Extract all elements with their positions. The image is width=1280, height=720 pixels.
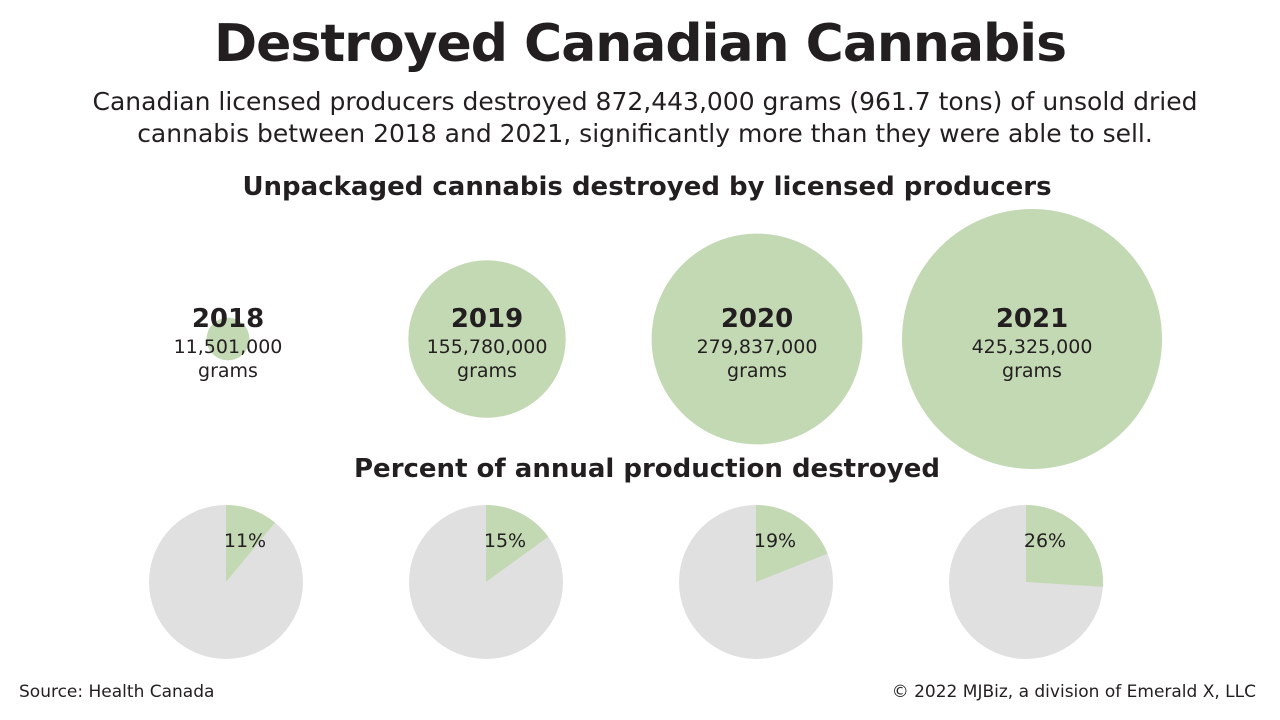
bubble-chart-title: Unpackaged cannabis destroyed by license… xyxy=(242,172,1052,202)
bubble-unit-label-2018: grams xyxy=(198,360,258,382)
page-title: Destroyed Canadian Cannabis xyxy=(213,14,1067,74)
pie-slice-2019 xyxy=(486,505,549,582)
pie-value-label-2018: 11% xyxy=(224,530,266,552)
bubble-unit-label-2019: grams xyxy=(457,360,517,382)
pie-slice-2021 xyxy=(1026,505,1104,587)
bubble-2020 xyxy=(651,233,863,445)
bubble-value-label-2018: 11,501,000 xyxy=(174,336,283,358)
bubble-unit-label-2021: grams xyxy=(1002,360,1062,382)
bubble-2021 xyxy=(902,209,1162,469)
bubble-year-label-2020: 2020 xyxy=(721,304,793,334)
bubble-year-label-2021: 2021 xyxy=(996,304,1068,334)
pie-slice-2018 xyxy=(226,505,276,582)
pie-chart-title: Percent of annual production destroyed xyxy=(354,454,940,484)
copyright-note: © 2022 MJBiz, a division of Emerald X, L… xyxy=(891,682,1256,702)
bubble-2019 xyxy=(408,260,566,418)
bubble-2018 xyxy=(206,317,250,361)
page-subtitle: Canadian licensed producers destroyed 87… xyxy=(92,87,1198,148)
bubble-value-label-2021: 425,325,000 xyxy=(972,336,1093,358)
bubble-value-label-2020: 279,837,000 xyxy=(697,336,818,358)
pie-slice-2020 xyxy=(756,505,828,582)
source-note: Source: Health Canada xyxy=(19,682,215,702)
bubble-unit-label-2020: grams xyxy=(727,360,787,382)
bubble-year-label-2019: 2019 xyxy=(451,304,523,334)
bubble-value-label-2019: 155,780,000 xyxy=(427,336,548,358)
pie-value-label-2020: 19% xyxy=(754,530,796,552)
pie-value-label-2021: 26% xyxy=(1024,530,1066,552)
bubble-year-label-2018: 2018 xyxy=(192,304,264,334)
pie-value-label-2019: 15% xyxy=(484,530,526,552)
